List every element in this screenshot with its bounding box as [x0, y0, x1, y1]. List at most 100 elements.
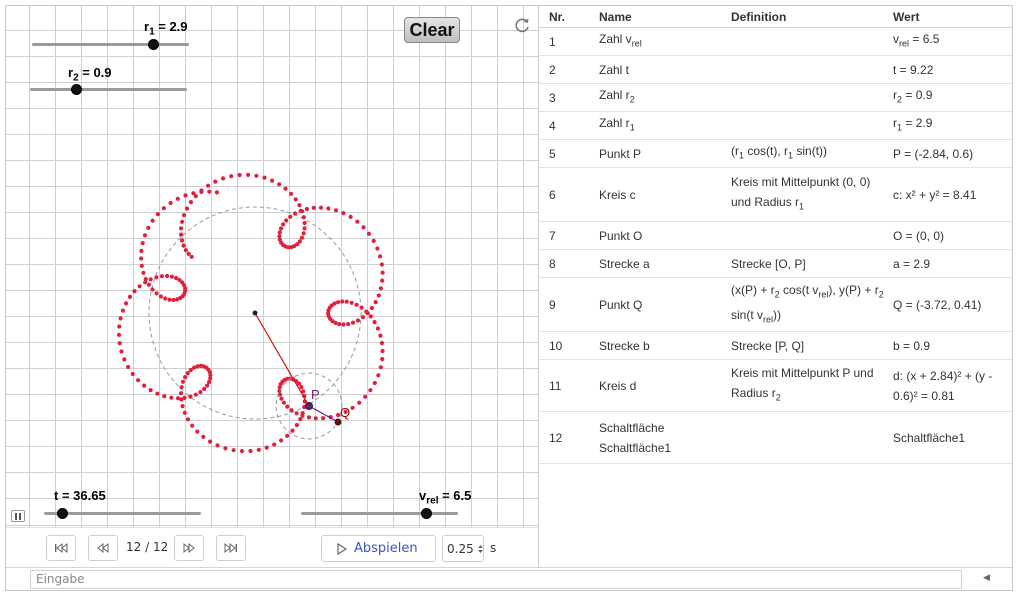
- table-row[interactable]: 11 Kreis d Kreis mit Mittelpunkt P und Rad…: [539, 359, 1012, 412]
- trace-dot: [354, 302, 359, 307]
- row-name: Schaltfläche Schaltfläche1: [599, 411, 731, 464]
- trace-dot: [355, 318, 361, 323]
- trace-dot: [139, 256, 144, 261]
- graphics-canvas[interactable]: PQ: [6, 6, 538, 527]
- row-name: Punkt P: [599, 139, 731, 168]
- slider-t-value: 36.65: [73, 488, 106, 503]
- trace-dot: [380, 348, 385, 354]
- table-row[interactable]: 12 Schaltfläche Schaltfläche1 Schaltfläche…: [539, 411, 1012, 464]
- trace-dot: [180, 219, 185, 224]
- trace-dot: [359, 305, 364, 310]
- row-definition: Strecke [O, P]: [731, 249, 893, 278]
- collapse-left-icon[interactable]: ◀: [983, 573, 990, 583]
- trace-dot: [185, 371, 190, 376]
- trace-dot: [306, 415, 311, 420]
- first-frame-button[interactable]: [46, 535, 76, 561]
- row-number: 11: [539, 359, 599, 412]
- row-name: Zahl vrel: [599, 27, 731, 56]
- trace-dot: [299, 385, 304, 390]
- trace-dot: [380, 357, 385, 362]
- row-number: 4: [539, 111, 599, 140]
- trace-dot: [178, 391, 184, 396]
- row-name: Strecke b: [599, 331, 731, 360]
- speed-stepper[interactable]: 0.25: [442, 535, 484, 562]
- trace-dot: [378, 254, 383, 259]
- trace-dot: [205, 383, 210, 388]
- pause-animation-button[interactable]: [11, 510, 25, 522]
- slider-r1-value: 2.9: [169, 19, 188, 34]
- trace-dot: [154, 275, 159, 280]
- previous-frame-button[interactable]: [88, 535, 118, 561]
- table-row[interactable]: 6 Kreis c Kreis mit Mittelpunkt (0, 0) und…: [539, 167, 1012, 222]
- trace-dot: [355, 219, 360, 224]
- trace-dot: [183, 375, 188, 380]
- trace-dot: [169, 395, 174, 400]
- last-frame-button[interactable]: [216, 535, 246, 561]
- trace-dot: [336, 412, 341, 418]
- trace-dot: [286, 245, 291, 250]
- trace-dot: [297, 239, 302, 244]
- trace-dot: [277, 392, 283, 397]
- table-row[interactable]: 2 Zahl t t = 9.22: [539, 55, 1012, 84]
- trace-dot: [171, 297, 176, 303]
- trace-dot: [179, 238, 185, 243]
- row-value: a = 2.9: [893, 249, 1012, 278]
- trace-dot: [202, 386, 207, 392]
- trace-dot: [285, 433, 290, 438]
- trace-dot: [295, 242, 300, 247]
- point-p: [305, 402, 313, 410]
- clear-button[interactable]: Clear: [404, 17, 460, 43]
- trace-dot: [146, 282, 151, 287]
- row-value: Schaltfläche1: [893, 411, 1012, 464]
- reset-icon[interactable]: [513, 16, 531, 34]
- next-frame-button[interactable]: [174, 535, 204, 561]
- trace-dot: [239, 449, 245, 454]
- trace-dot: [372, 380, 377, 386]
- trace-dot: [195, 429, 200, 434]
- trace-dot: [248, 448, 253, 454]
- table-row[interactable]: 9 Punkt Q (x(P) + r2 cos(t vrel), y(P) + r…: [539, 277, 1012, 332]
- trace-dot: [361, 225, 366, 230]
- point-p-label: P: [311, 387, 320, 402]
- view-divider[interactable]: [538, 6, 539, 567]
- row-name: Punkt O: [599, 221, 731, 250]
- table-row[interactable]: 7 Punkt O O = (0, 0): [539, 221, 1012, 250]
- slider-vrel-track[interactable]: [301, 512, 458, 515]
- trace-dot: [188, 200, 193, 205]
- trace-dot: [117, 341, 122, 346]
- trace-dot: [366, 231, 372, 236]
- table-row[interactable]: 4 Zahl r1 r1 = 2.9: [539, 111, 1012, 140]
- trace-dot: [193, 392, 198, 397]
- play-button[interactable]: Abspielen: [321, 535, 436, 562]
- trace-dot: [179, 385, 184, 390]
- point-q: [334, 418, 342, 426]
- table-row[interactable]: 5 Punkt P (r1 cos(t), r1 sin(t)) P = (-2.84…: [539, 139, 1012, 168]
- row-name: Zahl t: [599, 55, 731, 84]
- stepper-arrows-icon[interactable]: [477, 544, 483, 554]
- slider-t-track[interactable]: [44, 512, 201, 515]
- trace-dot: [298, 417, 303, 422]
- trace-dot: [177, 277, 182, 283]
- trace-dot: [206, 183, 211, 188]
- trace-dot: [182, 395, 187, 400]
- row-definition: [731, 111, 893, 140]
- slider-vrel-handle[interactable]: [421, 508, 432, 519]
- trace-dot: [311, 205, 316, 210]
- slider-r1-track[interactable]: [32, 43, 189, 46]
- segment-b: [308, 405, 339, 423]
- slider-r2-track[interactable]: [30, 88, 187, 91]
- trace-dot: [215, 443, 220, 448]
- table-row[interactable]: 10 Strecke b Strecke [P, Q] b = 0.9: [539, 331, 1012, 360]
- trace-dot: [372, 320, 377, 325]
- slider-r2-handle[interactable]: [71, 84, 82, 95]
- table-row[interactable]: 8 Strecke a Strecke [O, P] a = 2.9: [539, 249, 1012, 278]
- slider-t-handle[interactable]: [57, 508, 68, 519]
- table-row[interactable]: 1 Zahl vrel vrel = 6.5: [539, 27, 1012, 56]
- header-value: Wert: [893, 6, 1012, 28]
- trace-dot: [294, 411, 299, 416]
- input-field[interactable]: Eingabe: [30, 570, 962, 589]
- slider-r1-handle[interactable]: [148, 39, 159, 50]
- table-row[interactable]: 3 Zahl r2 r2 = 0.9: [539, 83, 1012, 112]
- row-number: 9: [539, 277, 599, 332]
